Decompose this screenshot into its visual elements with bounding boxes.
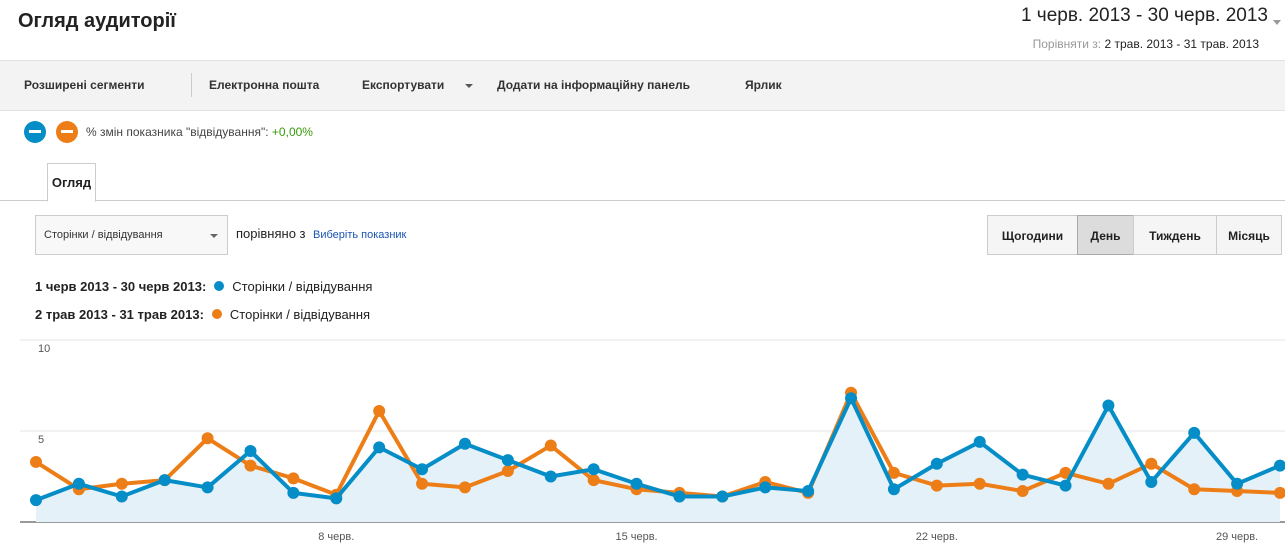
data-point bbox=[544, 439, 557, 452]
metric-label: Сторінки / відвідування bbox=[44, 229, 163, 241]
data-point bbox=[373, 404, 386, 417]
tab[interactable]: Огляд bbox=[47, 163, 96, 202]
data-point bbox=[287, 486, 300, 499]
series-line bbox=[35, 396, 1281, 503]
toolbar-item[interactable]: Розширені сегменти bbox=[24, 78, 145, 92]
data-point bbox=[887, 483, 900, 496]
compare-range: 2 трав. 2013 - 31 трав. 2013 bbox=[1104, 37, 1259, 51]
segment-icons[interactable] bbox=[22, 120, 82, 144]
dropdown-arrow[interactable] bbox=[210, 234, 218, 238]
legend-entry: 2 трав 2013 - 31 трав 2013: Сторінки / ві… bbox=[35, 307, 370, 322]
data-point bbox=[930, 479, 943, 492]
data-point bbox=[802, 485, 815, 498]
segment-label: % змін показника "відвідування": bbox=[86, 125, 269, 139]
data-point bbox=[973, 477, 986, 490]
data-point bbox=[630, 477, 643, 490]
legend-period: 1 черв 2013 - 30 черв 2013: bbox=[35, 279, 207, 294]
legend-period: 2 трав 2013 - 31 трав 2013: bbox=[35, 307, 204, 322]
data-point bbox=[416, 463, 429, 476]
data-point bbox=[1231, 477, 1244, 490]
data-point bbox=[115, 490, 128, 503]
data-point bbox=[373, 441, 386, 454]
legend-name: Сторінки / відвідування bbox=[229, 307, 371, 322]
data-point bbox=[201, 432, 214, 445]
toolbar-item[interactable]: Електронна пошта bbox=[209, 78, 320, 92]
minus bbox=[61, 130, 73, 133]
compare-label: Порівняти з: bbox=[1032, 37, 1102, 51]
data-point bbox=[1059, 479, 1072, 492]
data-point bbox=[501, 465, 514, 478]
data-point bbox=[1274, 459, 1285, 472]
legend-dot bbox=[211, 309, 222, 319]
segment-summary: % змін показника "відвідування": +0,00% bbox=[86, 125, 313, 139]
data-point bbox=[1145, 457, 1158, 470]
data-point bbox=[72, 477, 85, 490]
data-point bbox=[716, 490, 729, 503]
compare-text: порівняно з bbox=[236, 226, 306, 241]
x-tick-label: 15 черв. bbox=[615, 531, 657, 543]
toolbar: Розширені сегменти Електронна пошта Експ… bbox=[0, 60, 1285, 111]
compare: Порівняти з: 2 трав. 2013 - 31 трав. 201… bbox=[1033, 37, 1259, 51]
data-point bbox=[930, 457, 943, 470]
segment-change: +0,00% bbox=[271, 125, 313, 139]
data-point bbox=[887, 466, 900, 479]
select-metric-link[interactable]: Виберіть показник bbox=[313, 229, 407, 241]
data-point bbox=[1188, 426, 1201, 439]
date-range[interactable]: 1 черв. 2013 - 30 черв. 2013 bbox=[1020, 5, 1268, 26]
area bbox=[36, 398, 1280, 522]
period-button[interactable]: Місяць bbox=[1216, 215, 1282, 255]
data-point bbox=[1145, 475, 1158, 488]
x-tick-label: 8 черв. bbox=[318, 531, 354, 543]
toolbar-item[interactable]: Експортувати bbox=[362, 78, 445, 92]
dropdown-arrow[interactable] bbox=[465, 84, 473, 88]
data-point bbox=[458, 481, 471, 494]
separator bbox=[191, 73, 192, 97]
data-point bbox=[458, 437, 471, 450]
y-tick-label: 10 bbox=[38, 343, 50, 355]
page-title: Огляд аудиторії bbox=[18, 10, 176, 32]
x-tick-label: 22 черв. bbox=[916, 531, 958, 543]
data-point bbox=[1188, 483, 1201, 496]
toolbar-item[interactable]: Ярлик bbox=[745, 78, 782, 92]
minus bbox=[29, 130, 41, 133]
data-point bbox=[201, 481, 214, 494]
data-point bbox=[587, 474, 600, 487]
data-point bbox=[544, 470, 557, 483]
legend-dot bbox=[214, 281, 225, 291]
y-tick-label: 5 bbox=[38, 434, 44, 446]
data-point bbox=[244, 459, 257, 472]
data-point bbox=[1274, 486, 1285, 499]
data-point bbox=[1102, 399, 1115, 412]
period-button[interactable]: Тиждень bbox=[1133, 215, 1217, 255]
data-point bbox=[330, 492, 343, 505]
data-point bbox=[1016, 468, 1029, 481]
chart: 5 10 8 черв. 15 черв. 22 черв. 29 черв. bbox=[20, 339, 1285, 543]
metric-dropdown[interactable]: Сторінки / відвідування bbox=[35, 215, 228, 255]
date-arrow[interactable] bbox=[1273, 20, 1281, 25]
data-point bbox=[244, 445, 257, 458]
data-point bbox=[158, 474, 171, 487]
data-point bbox=[1102, 477, 1115, 490]
data-point bbox=[115, 477, 128, 490]
data-point bbox=[501, 454, 514, 467]
data-point bbox=[673, 490, 686, 503]
toolbar-item[interactable]: Додати на інформаційну панель bbox=[497, 78, 691, 92]
legend-name: Сторінки / відвідування bbox=[232, 279, 373, 294]
data-point bbox=[30, 455, 42, 468]
legend-entry: 1 черв 2013 - 30 черв 2013: Сторінки / ві… bbox=[35, 279, 372, 294]
data-point bbox=[759, 481, 772, 494]
data-point bbox=[416, 477, 429, 490]
period-button[interactable]: Щогодини bbox=[987, 215, 1078, 255]
data-point bbox=[845, 392, 858, 405]
period-button[interactable]: День bbox=[1077, 215, 1134, 255]
data-point bbox=[287, 472, 300, 485]
data-point bbox=[1016, 485, 1029, 498]
data-point bbox=[973, 435, 986, 448]
data-point bbox=[587, 463, 600, 476]
data-point bbox=[30, 494, 42, 507]
x-tick-label: 29 черв. bbox=[1216, 531, 1258, 543]
tab-line bbox=[0, 200, 1285, 201]
